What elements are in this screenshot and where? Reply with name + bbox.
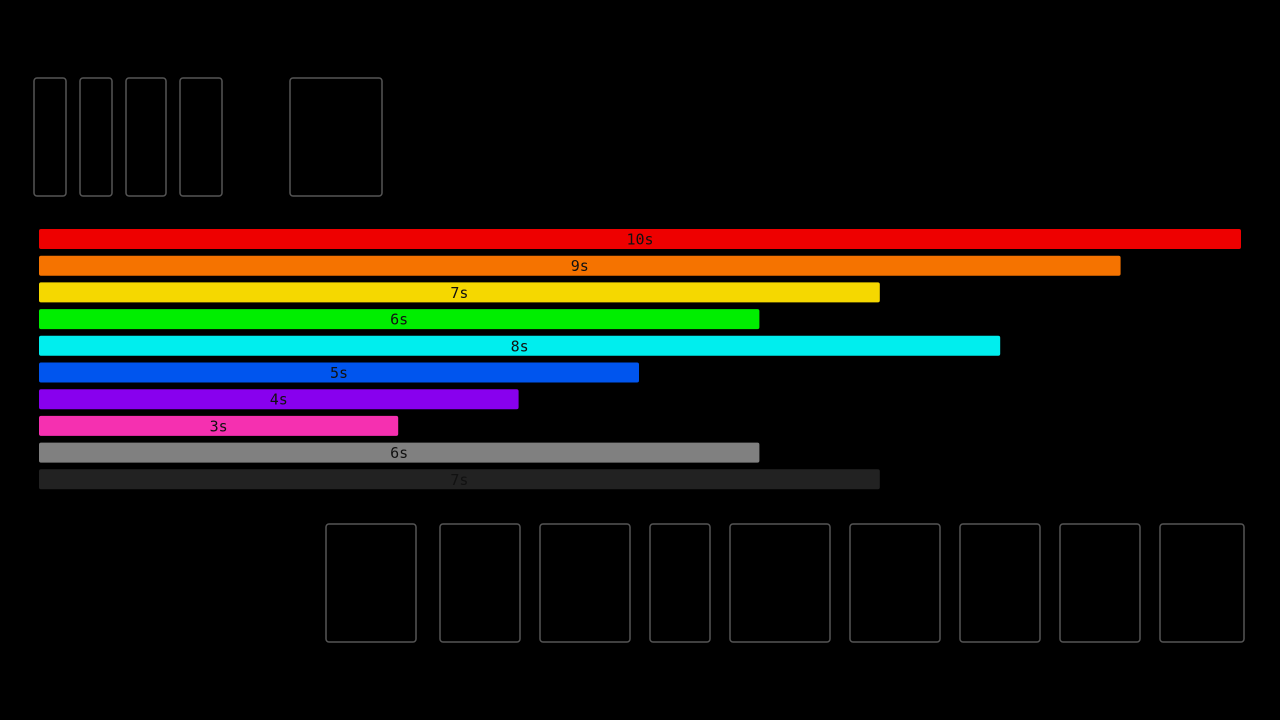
bar-label: 10s — [626, 231, 653, 249]
countdown-bar — [37, 253, 1123, 278]
bar-label: 7s — [450, 471, 468, 489]
bar-label: 7s — [450, 284, 468, 302]
countdown-bar — [37, 360, 641, 385]
bar-label: 8s — [511, 337, 529, 355]
countdown-bar — [37, 280, 882, 305]
countdown-bar — [37, 413, 401, 438]
countdown-bar — [37, 333, 1003, 358]
bar-label: 6s — [390, 311, 408, 329]
countdown-bar — [37, 440, 762, 465]
countdown-bar — [37, 227, 1243, 251]
decorative-outline-bottom — [325, 523, 1245, 643]
bar-label: 4s — [270, 391, 288, 409]
countdown-bar — [37, 467, 882, 492]
countdown-bar — [37, 387, 521, 412]
bar-label: 3s — [210, 417, 228, 435]
bar-label: 6s — [390, 444, 408, 462]
bar-label: 5s — [330, 364, 348, 382]
countdown-bar — [37, 307, 762, 332]
decorative-outline-top — [33, 77, 383, 197]
bar-label: 9s — [571, 257, 589, 275]
